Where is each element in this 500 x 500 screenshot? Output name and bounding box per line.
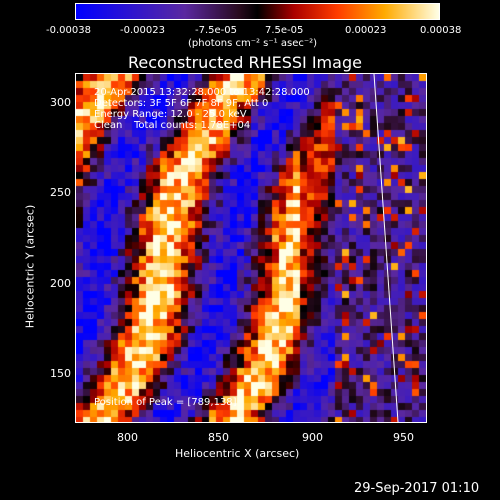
colorbar-tick-4: 7.5e-05 [265,25,304,36]
info-counts: Total counts: 1.78E+04 [134,120,251,131]
y-tick-250: 250 [50,186,71,199]
colorbar-tick-6: 0.00038 [420,25,462,36]
colorbar-tick-3: -7.5e-05 [195,25,237,36]
info-method: Clean [94,120,123,131]
info-time-range: 20-Apr-2015 13:32:28.000 to 13:42:28.000 [94,87,310,98]
solar-image-heatmap [76,74,426,422]
x-tick-950: 950 [393,431,414,444]
info-energy: Energy Range: 12.0 - 25.0 keV [94,109,247,120]
colorbar-tick-5: 0.00023 [345,25,387,36]
x-tick-900: 900 [302,431,323,444]
y-tick-150: 150 [50,367,71,380]
x-axis-label: Heliocentric X (arcsec) [175,447,300,460]
plot-title: Reconstructed RHESSI Image [128,53,362,72]
colorbar-tick-1: -0.00038 [46,25,91,36]
footer-timestamp: 29-Sep-2017 01:10 [354,481,480,496]
y-tick-200: 200 [50,277,71,290]
limb-overlay [373,74,399,422]
colorbar-unit-label: (photons cm⁻² s⁻¹ asec⁻²) [188,38,318,49]
x-tick-850: 850 [208,431,229,444]
solar-image-plot: 20-Apr-2015 13:32:28.000 to 13:42:28.000… [75,73,427,423]
colorbar-tick-2: -0.00023 [120,25,165,36]
x-tick-800: 800 [117,431,138,444]
info-detectors: Detectors: 3F 5F 6F 7F 8F 9F, Att 0 [94,98,269,109]
y-tick-300: 300 [50,96,71,109]
info-peak-position: Position of Peak = [789,138] [94,397,237,408]
solar-limb-line [373,74,399,422]
colorbar [75,3,440,20]
y-axis-label: Heliocentric Y (arcsec) [23,204,37,329]
